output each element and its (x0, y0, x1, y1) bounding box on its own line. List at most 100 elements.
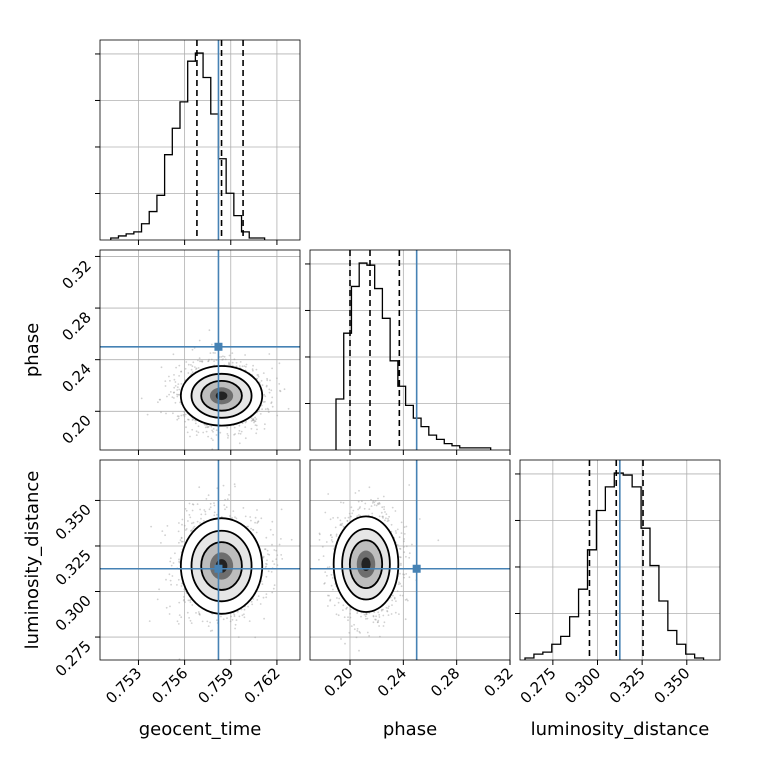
scatter-point (195, 612, 197, 614)
scatter-point (244, 426, 247, 428)
scatter-point (392, 594, 394, 597)
scatter-point (200, 517, 202, 520)
scatter-point (256, 377, 258, 380)
scatter-point (254, 416, 256, 419)
scatter-point (403, 551, 406, 554)
scatter-point (228, 494, 230, 496)
scatter-point (223, 355, 226, 358)
scatter-point (280, 554, 283, 556)
scatter-point (384, 511, 386, 513)
scatter-point (200, 513, 203, 516)
scatter-point (191, 365, 194, 368)
scatter-point (363, 613, 366, 616)
scatter-point (405, 545, 408, 548)
scatter-point (377, 502, 379, 505)
scatter-point (231, 618, 234, 621)
scatter-point (364, 615, 367, 618)
scatter-point (399, 548, 402, 550)
scatter-point (183, 413, 186, 416)
scatter-point (349, 616, 352, 619)
scatter-point (203, 520, 205, 522)
scatter-point (329, 598, 332, 601)
scatter-point (253, 420, 256, 423)
scatter-point (176, 584, 178, 586)
scatter-point (400, 521, 403, 524)
scatter-point (207, 425, 210, 428)
scatter-point (378, 501, 381, 504)
scatter-point (168, 613, 171, 615)
scatter-point (237, 636, 240, 638)
scatter-point (198, 357, 201, 360)
scatter-point (403, 526, 406, 528)
scatter-point (256, 428, 258, 431)
scatter-point (252, 419, 255, 421)
scatter-point (250, 427, 253, 430)
scatter-point (340, 524, 343, 527)
scatter-point (225, 506, 228, 509)
scatter-point (269, 528, 272, 531)
scatter-point (265, 596, 268, 599)
scatter-point (264, 395, 267, 398)
scatter-point (276, 414, 279, 417)
scatter-point (350, 515, 352, 518)
contour-line (200, 541, 243, 591)
scatter-point (250, 600, 253, 603)
scatter-point (187, 418, 189, 421)
scatter-point (161, 530, 164, 532)
scatter-point (251, 419, 254, 422)
scatter-point (358, 507, 361, 510)
scatter-point (172, 391, 175, 394)
scatter-point (382, 625, 385, 627)
scatter-point (347, 516, 350, 519)
scatter-point (241, 614, 244, 617)
scatter-point (342, 501, 345, 504)
scatter-point (204, 513, 207, 516)
scatter-point (244, 421, 247, 424)
scatter-point (264, 423, 266, 426)
scatter-point (242, 507, 245, 509)
scatter-point (183, 524, 186, 527)
scatter-point (272, 533, 274, 536)
scatter-point (174, 385, 177, 387)
histogram-step (524, 472, 705, 660)
scatter-point (267, 570, 270, 573)
scatter-point (261, 408, 263, 411)
scatter-point (326, 566, 329, 569)
scatter-point (180, 370, 183, 373)
scatter-point (192, 418, 195, 421)
scatter-point (403, 546, 405, 548)
scatter-point (400, 564, 402, 566)
scatter-point (239, 432, 242, 435)
scatter-point (263, 393, 266, 396)
scatter-point (188, 617, 191, 619)
scatter-point (396, 590, 399, 593)
density-level (361, 557, 371, 572)
scatter-point (271, 543, 273, 546)
scatter-point (178, 558, 180, 561)
scatter-point (241, 365, 244, 368)
scatter-point (169, 557, 172, 560)
scatter-point (234, 516, 236, 518)
scatter-point (381, 608, 383, 611)
scatter-point (158, 588, 161, 591)
contour-line (348, 539, 384, 589)
scatter-point (234, 627, 237, 630)
scatter-point (204, 424, 207, 426)
scatter-point (184, 508, 187, 510)
scatter-point (375, 615, 377, 618)
y-axis-label-phase: phase (22, 323, 43, 377)
scatter-point (186, 611, 189, 614)
scatter-point (194, 419, 197, 422)
scatter-point (353, 628, 356, 631)
scatter-point (398, 536, 401, 539)
scatter-point (197, 611, 200, 613)
scatter-point (226, 426, 229, 429)
scatter-point (324, 571, 327, 573)
scatter-point (276, 377, 278, 380)
scatter-point (184, 367, 187, 370)
scatter-point (341, 522, 344, 525)
scatter-point (347, 619, 349, 622)
scatter-point (180, 414, 183, 417)
scatter-point (256, 509, 258, 511)
truth-marker (214, 342, 223, 351)
